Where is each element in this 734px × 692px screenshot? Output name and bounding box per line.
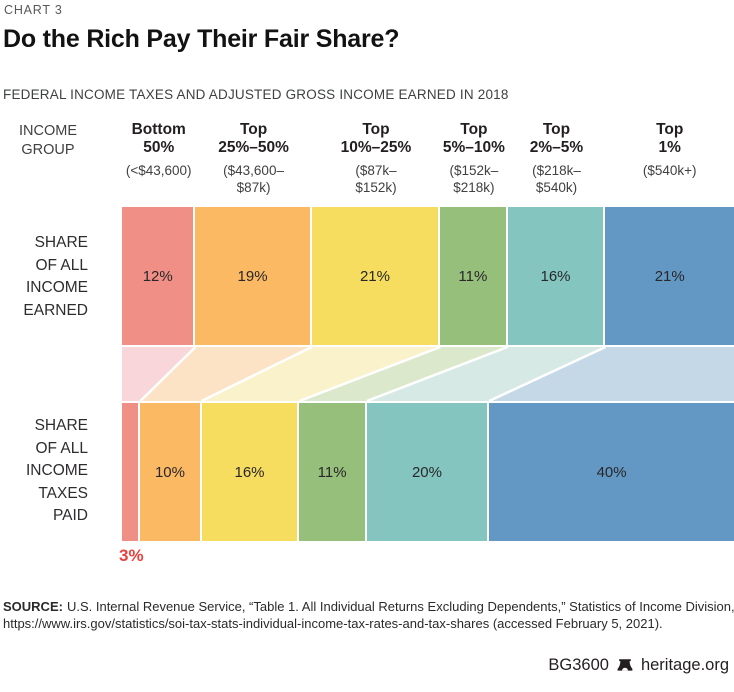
column-header: Top 1% ($540k+): [605, 121, 734, 179]
column-header-range: ($540k+): [642, 163, 697, 178]
column-header: Top 10%–25% ($87k– $152k): [312, 121, 441, 196]
flow-band: [122, 345, 734, 403]
flow-divider-line: [201, 345, 313, 403]
page-title: Do the Rich Pay Their Fair Share?: [3, 25, 400, 53]
source-label: SOURCE:: [3, 599, 63, 614]
bar-segment: 11%: [299, 403, 365, 541]
footer-report-id: BG3600: [548, 656, 609, 674]
column-header-range: ($87k– $152k): [355, 163, 397, 195]
column-header-title: Top 10%–25%: [340, 121, 412, 156]
bar-segment: 16%: [201, 403, 298, 541]
tax-row-label: SHARE OF ALL INCOME TAXES PAID: [26, 417, 88, 524]
bar-segment: 21%: [311, 207, 439, 345]
liberty-bell-icon: [617, 658, 633, 671]
tax-bar: 10% 16% 11% 20% 40%: [122, 403, 734, 541]
bar-segment-value: 40%: [596, 463, 627, 481]
column-header-range: (<$43,600): [125, 163, 192, 178]
bar-segment-value: 11%: [317, 463, 347, 481]
flow-divider-line: [488, 345, 607, 403]
column-header-title: Top 5%–10%: [442, 121, 505, 156]
bar-segment-value: 16%: [540, 267, 571, 285]
column-header: Top 25%–50% ($43,600– $87k): [195, 121, 311, 196]
bar-segment-value: 20%: [411, 463, 442, 481]
source-note: SOURCE: U.S. Internal Revenue Service, “T…: [3, 598, 734, 632]
column-header-title: Top 2%–5%: [529, 121, 584, 156]
bar-segment: 12%: [122, 207, 194, 345]
chart-kicker: CHART 3: [4, 3, 63, 17]
income-bar: 12% 19% 21% 11% 16% 21%: [122, 207, 734, 345]
bar-segment-value: 21%: [359, 267, 390, 285]
bar-segment: 19%: [195, 207, 310, 345]
column-header: Top 5%–10% ($152k– $218k): [440, 121, 507, 196]
bar-segment-value: 10%: [154, 463, 185, 481]
column-header-title: Top 1%: [656, 121, 684, 156]
flow-polygon: [201, 347, 441, 401]
flow-divider-line: [299, 345, 441, 403]
bar-segment-value: 16%: [234, 463, 265, 481]
source-text: U.S. Internal Revenue Service, “Table 1.…: [3, 599, 734, 631]
bar-segment-value: 11%: [458, 267, 488, 285]
bar-segment-value: 19%: [237, 267, 268, 285]
bar-segment-value: 21%: [654, 267, 685, 285]
flow-divider-line: [366, 345, 509, 403]
footer: BG3600 heritage.org: [548, 656, 729, 675]
bar-segment: 10%: [140, 403, 200, 541]
flow-divider-line: [139, 346, 197, 402]
tax-share-outside-label: 3%: [119, 546, 144, 565]
bar-segment: 16%: [507, 207, 604, 345]
chart-area: Bottom 50% (<$43,600) Top 25%–50% ($43,600–…: [119, 0, 734, 600]
column-header-title: Top 25%–50%: [218, 121, 289, 156]
flow-polygon: [489, 347, 734, 401]
bar-segment: 40%: [489, 403, 734, 541]
column-header-range: ($152k– $218k): [449, 163, 499, 195]
flow-polygon: [366, 347, 606, 401]
column-header-title: Bottom 50%: [131, 121, 186, 156]
column-header: Bottom 50% (<$43,600): [122, 121, 195, 179]
flow-polygon: [122, 347, 196, 401]
income-row-label: SHARE OF ALL INCOME EARNED: [23, 234, 88, 319]
column-header-range: ($43,600– $87k): [223, 163, 284, 195]
bar-segment: 21%: [605, 207, 734, 345]
flow-polygon: [299, 347, 508, 401]
bar-segment: 11%: [440, 207, 506, 345]
bar-segment: [122, 403, 139, 541]
column-header-range: ($218k– $540k): [532, 163, 581, 195]
row-axis-label: INCOME GROUP: [19, 123, 77, 158]
bar-segment: 20%: [366, 403, 488, 541]
chart-subtitle: FEDERAL INCOME TAXES AND ADJUSTED GROSS …: [3, 87, 509, 102]
footer-site: heritage.org: [640, 656, 729, 674]
column-header: Top 2%–5% ($218k– $540k): [508, 121, 606, 196]
bar-segment-value: 12%: [142, 267, 173, 285]
